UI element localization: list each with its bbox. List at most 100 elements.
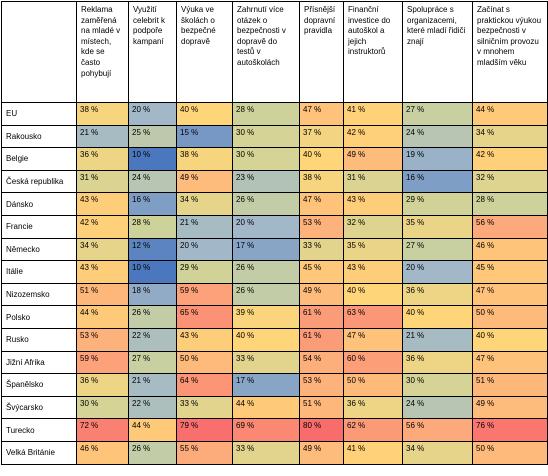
heatmap-cell: 29 % [176, 260, 233, 284]
heatmap-cell: 37 % [299, 124, 344, 149]
heatmap-cell: 47 % [472, 282, 548, 307]
heatmap-cell: 64 % [176, 373, 233, 397]
heatmap-cell: 32 % [472, 169, 548, 194]
heatmap-cell: 45 % [472, 260, 548, 284]
row-label: Česká republika [1, 169, 77, 194]
heatmap-cell: 21 % [402, 327, 473, 352]
heatmap-cell: 50 % [472, 440, 548, 465]
heatmap-cell: 18 % [128, 282, 177, 307]
heatmap-cell: 26 % [232, 192, 300, 216]
column-header: Výuka ve školách o bezpečné dopravě [176, 1, 233, 103]
heatmap-cell: 49 % [299, 282, 344, 307]
header-row: Reklama zaměřená na mladé v místech, kde… [1, 1, 548, 103]
heatmap-cell: 79 % [176, 418, 233, 442]
heatmap-cell: 42 % [472, 147, 548, 171]
heatmap-cell: 31 % [343, 169, 403, 194]
table-row: Itálie 43 % 10 % 29 % 26 % 45 % 43 % 20 % 45 % [1, 260, 548, 284]
heatmap-cell: 17 % [232, 237, 300, 262]
table-row: Velká Británie 46 % 26 % 55 % 33 % 49 % 41 % 34… [1, 440, 548, 465]
heatmap-cell: 16 % [402, 169, 473, 194]
heatmap-cell: 17 % [232, 373, 300, 397]
heatmap-cell: 10 % [128, 147, 177, 171]
heatmap-cell: 59 % [176, 282, 233, 307]
row-label: Rusko [1, 327, 77, 352]
heatmap-cell: 21 % [176, 214, 233, 239]
heatmap-cell: 30 % [232, 147, 300, 171]
heatmap-cell: 40 % [176, 102, 233, 126]
row-label: Polsko [1, 305, 77, 329]
heatmap-cell: 40 % [299, 147, 344, 171]
heatmap-cell: 21 % [128, 373, 177, 397]
heatmap-cell: 38 % [76, 102, 129, 126]
heatmap-cell: 20 % [128, 102, 177, 126]
heatmap-cell: 56 % [472, 214, 548, 239]
heatmap-cell: 22 % [128, 395, 177, 420]
table-row: Nizozemsko 51 % 18 % 59 % 26 % 49 % 40 % 36 % 47… [1, 282, 548, 307]
heatmap-cell: 55 % [176, 440, 233, 465]
column-header: Finanční investice do autoškol a jejich … [343, 1, 403, 103]
column-header: Zahrnutí více otázek o bezpečnosti v dop… [232, 1, 300, 103]
heatmap-cell: 28 % [232, 102, 300, 126]
heatmap-cell: 27 % [402, 102, 473, 126]
heatmap-cell: 40 % [232, 327, 300, 352]
heatmap-cell: 49 % [472, 395, 548, 420]
heatmap-cell: 61 % [299, 305, 344, 329]
heatmap-cell: 35 % [402, 214, 473, 239]
heatmap-cell: 33 % [176, 395, 233, 420]
heatmap-cell: 53 % [299, 373, 344, 397]
row-label: Nizozemsko [1, 282, 77, 307]
table-row: Belgie 36 % 10 % 38 % 30 % 40 % 49 % 19 % 42 % [1, 147, 548, 171]
heatmap-cell: 27 % [402, 237, 473, 262]
heatmap-cell: 24 % [128, 169, 177, 194]
heatmap-cell: 30 % [232, 124, 300, 149]
table-row: Francie 42 % 28 % 21 % 20 % 53 % 32 % 35 % 56 % [1, 214, 548, 239]
heatmap-cell: 22 % [128, 327, 177, 352]
table-row: Švýcarsko 30 % 22 % 33 % 44 % 51 % 36 % 24 % 49 … [1, 395, 548, 420]
heatmap-cell: 34 % [402, 440, 473, 465]
heatmap-cell: 62 % [343, 418, 403, 442]
heatmap-cell: 60 % [343, 350, 403, 375]
heatmap-cell: 46 % [472, 237, 548, 262]
heatmap-cell: 30 % [402, 373, 473, 397]
heatmap-cell: 19 % [402, 147, 473, 171]
heatmap-cell: 41 % [343, 440, 403, 465]
column-header: Začínat s praktickou výukou bezpečnosti … [472, 1, 548, 103]
column-header: Přísnější dopravní pravidla [299, 1, 344, 103]
heatmap-cell: 65 % [176, 305, 233, 329]
column-header: Využití celebrit k podpoře kampaní [128, 1, 177, 103]
heatmap-cell: 40 % [472, 327, 548, 352]
row-label: Švýcarsko [1, 395, 77, 420]
heatmap-cell: 63 % [343, 305, 403, 329]
heatmap-cell: 16 % [128, 192, 177, 216]
heatmap-cell: 44 % [472, 102, 548, 126]
heatmap-cell: 20 % [402, 260, 473, 284]
heatmap-cell: 51 % [76, 282, 129, 307]
heatmap-cell: 43 % [76, 260, 129, 284]
table-body: EU 38 % 20 % 40 % 28 % 47 % 41 % 27 % 44 % Rakous… [1, 102, 548, 465]
heatmap-cell: 23 % [232, 169, 300, 194]
row-label: EU [1, 102, 77, 126]
heatmap-cell: 50 % [472, 305, 548, 329]
row-label: Francie [1, 214, 77, 239]
heatmap-cell: 40 % [343, 282, 403, 307]
heatmap-cell: 35 % [343, 237, 403, 262]
table-row: Rakousko 21 % 25 % 15 % 30 % 37 % 42 % 24 % 34 % [1, 124, 548, 149]
heatmap-cell: 28 % [128, 214, 177, 239]
row-label: Rakousko [1, 124, 77, 149]
heatmap-cell: 47 % [343, 327, 403, 352]
heatmap-cell: 36 % [402, 282, 473, 307]
heatmap-cell: 41 % [343, 102, 403, 126]
row-label: Belgie [1, 147, 77, 171]
heatmap-cell: 59 % [76, 350, 129, 375]
heatmap-cell: 80 % [299, 418, 344, 442]
heatmap-cell: 43 % [343, 192, 403, 216]
table-row: Polsko 44 % 26 % 65 % 39 % 61 % 63 % 40 % 50 % [1, 305, 548, 329]
heatmap-cell: 47 % [299, 192, 344, 216]
heatmap-cell: 26 % [232, 260, 300, 284]
table-row: Rusko 53 % 22 % 43 % 40 % 61 % 47 % 21 % 40 % [1, 327, 548, 352]
heatmap-cell: 36 % [343, 395, 403, 420]
heatmap-cell: 43 % [343, 260, 403, 284]
heatmap-cell: 50 % [176, 350, 233, 375]
table-row: Turecko 72 % 44 % 79 % 69 % 80 % 62 % 56 % 76 % [1, 418, 548, 442]
